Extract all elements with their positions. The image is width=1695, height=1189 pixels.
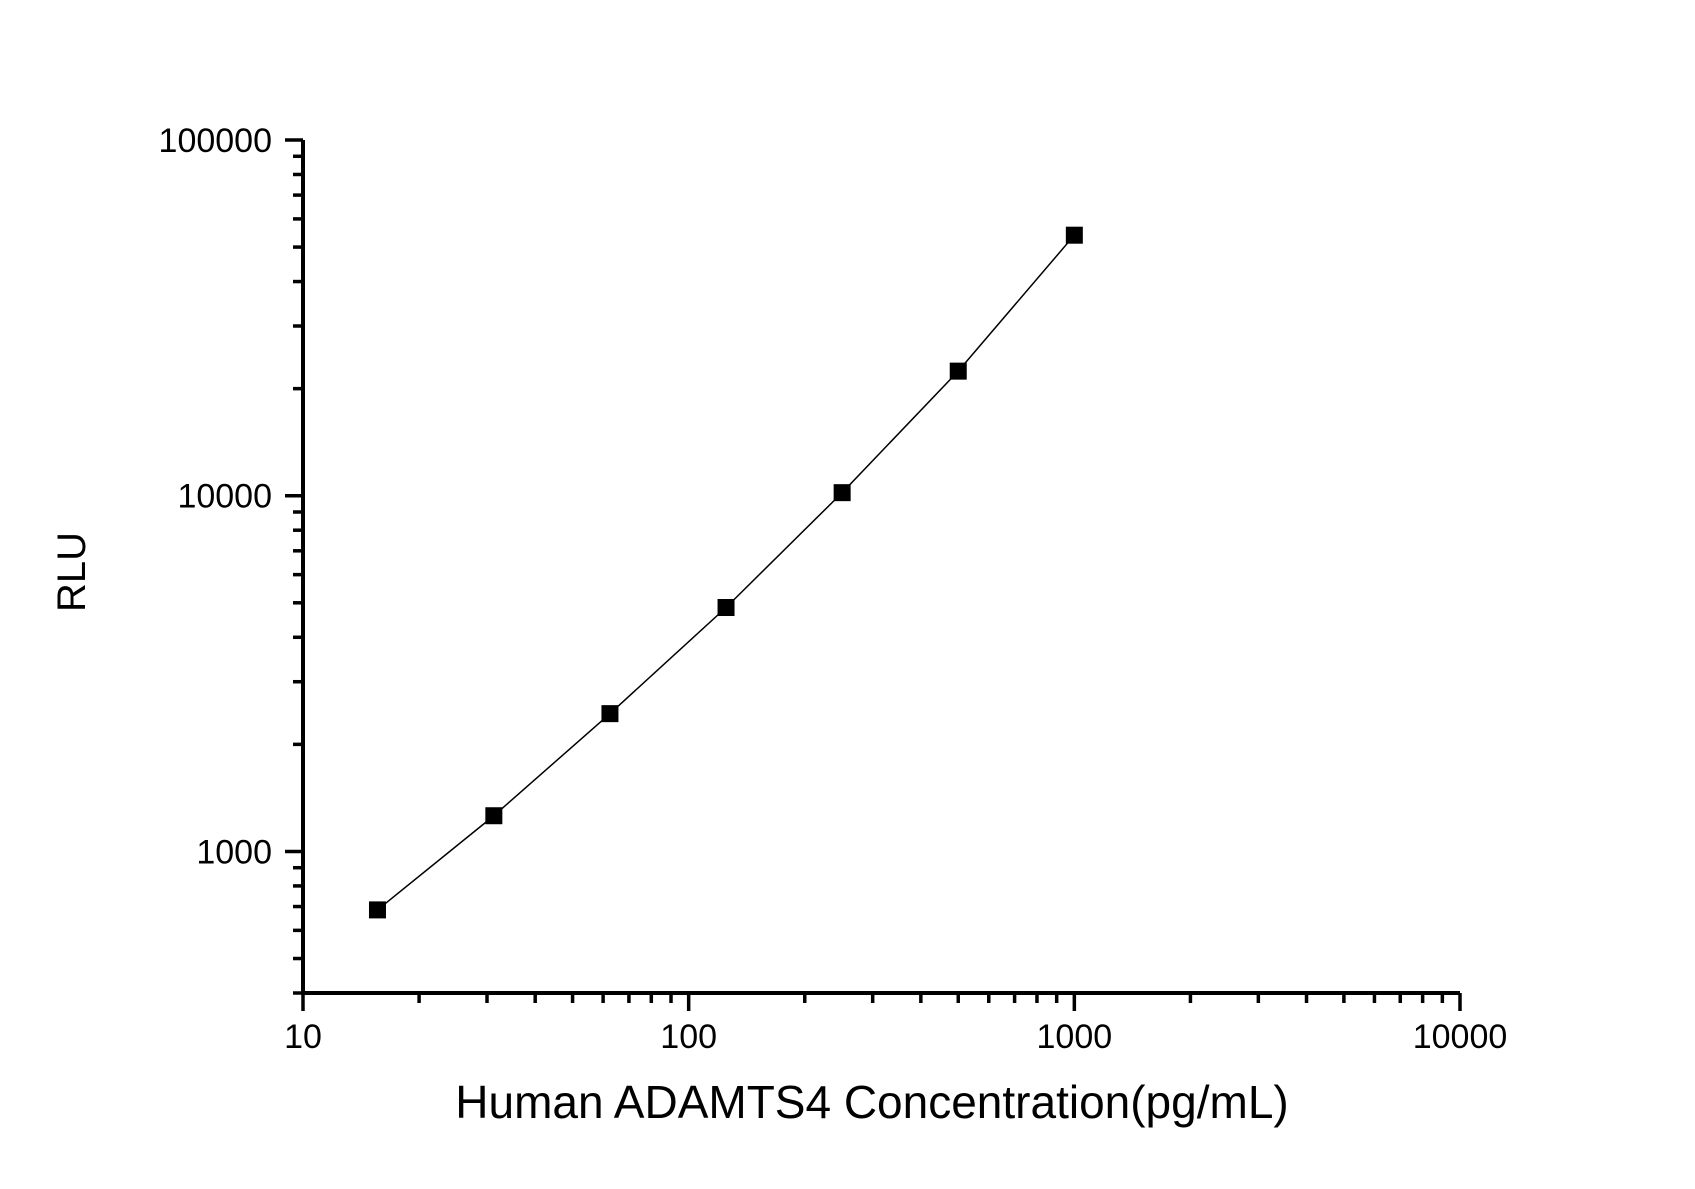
data-point-marker	[949, 362, 967, 380]
x-tick-label: 10	[284, 1018, 322, 1056]
data-point-marker	[833, 484, 851, 502]
data-point-marker	[368, 901, 386, 919]
plot-area: 10 100 1000 10000 1000 10000 100000	[159, 122, 1508, 1056]
y-tick-label: 100000	[159, 122, 272, 160]
x-tick-label: 1000	[1037, 1018, 1113, 1056]
x-tick-label: 100	[660, 1018, 717, 1056]
y-axis-title: RLU	[50, 532, 94, 612]
data-point-marker	[1065, 226, 1083, 244]
y-tick-label: 1000	[196, 833, 272, 871]
data-point-marker	[717, 599, 735, 617]
y-tick-label: 10000	[177, 478, 272, 516]
series-line	[377, 234, 1075, 911]
x-tick-label: 10000	[1413, 1018, 1508, 1056]
data-point-marker	[601, 705, 619, 723]
x-axis-title: Human ADAMTS4 Concentration(pg/mL)	[455, 1076, 1288, 1128]
data-point-marker	[485, 807, 503, 825]
